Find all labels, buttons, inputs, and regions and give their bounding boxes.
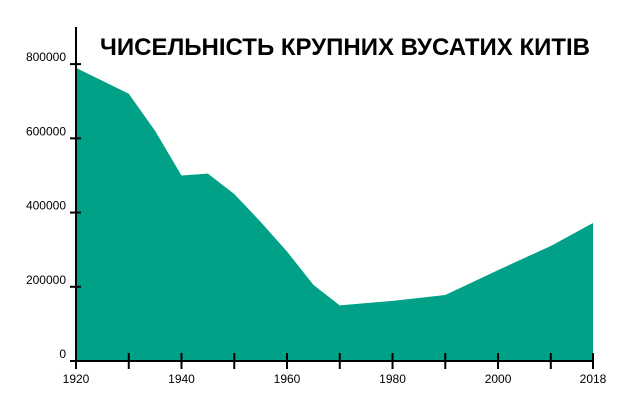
area-series-1: [76, 67, 593, 362]
y-tick-label: 400000: [26, 199, 66, 213]
y-tick-label: 200000: [26, 273, 66, 287]
x-tick-label: 1960: [274, 372, 301, 386]
x-tick-label: 1920: [63, 372, 90, 386]
y-tick-label: 0: [59, 347, 66, 361]
x-tick-label: 1940: [168, 372, 195, 386]
y-tick-label: 800000: [26, 50, 66, 64]
y-axis: 0 200000 400000 600000 800000: [26, 27, 81, 362]
x-tick-label: 2000: [485, 372, 512, 386]
y-tick-label: 600000: [26, 124, 66, 138]
x-axis: 1920 1940 1960 1980 2000 2018: [63, 353, 607, 386]
x-tick-label: 1980: [379, 372, 406, 386]
x-tick-label: 2018: [580, 372, 607, 386]
chart-title: ЧИСЕЛЬНІСТЬ КРУПНИХ ВУСАТИХ КИТІВ: [100, 34, 590, 61]
plot-area: [76, 67, 593, 362]
